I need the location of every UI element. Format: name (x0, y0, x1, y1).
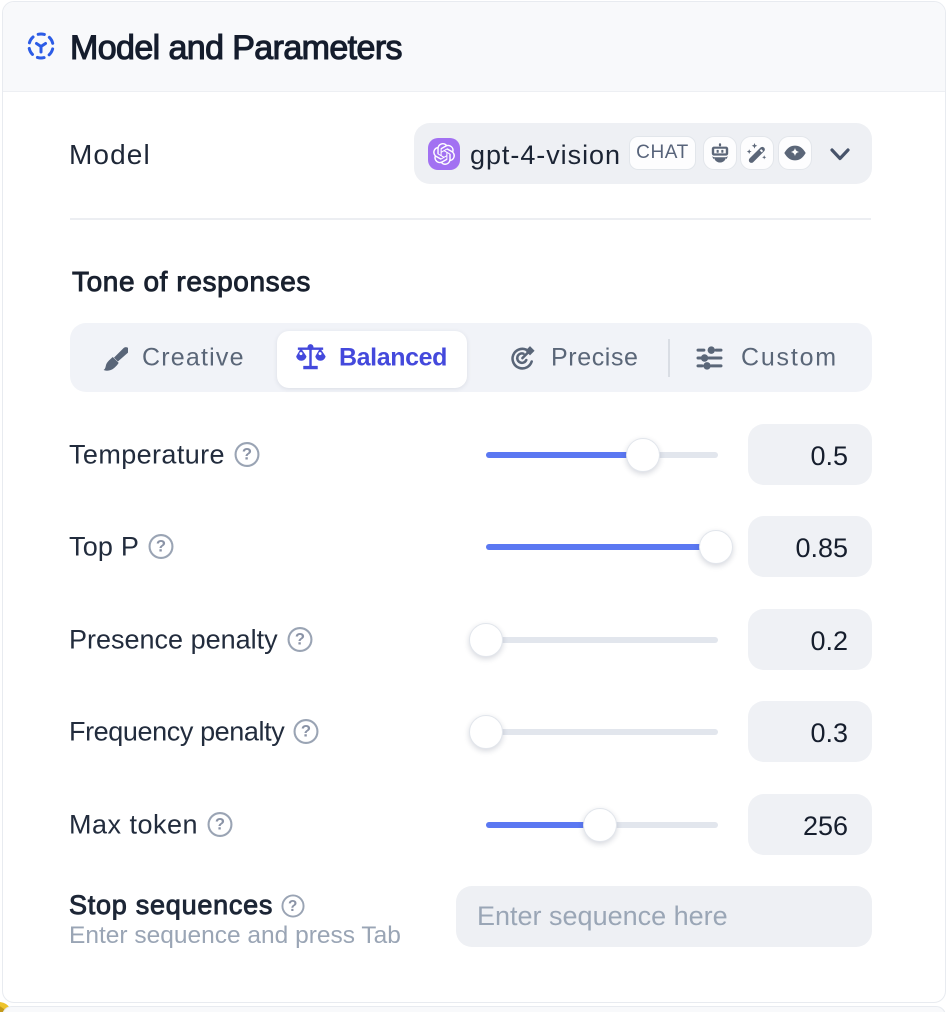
svg-text:?: ? (156, 537, 166, 556)
svg-text:?: ? (215, 815, 225, 834)
svg-text:?: ? (295, 630, 305, 649)
svg-text:?: ? (242, 445, 252, 464)
svg-text:?: ? (288, 897, 298, 914)
svg-text:?: ? (301, 722, 311, 741)
